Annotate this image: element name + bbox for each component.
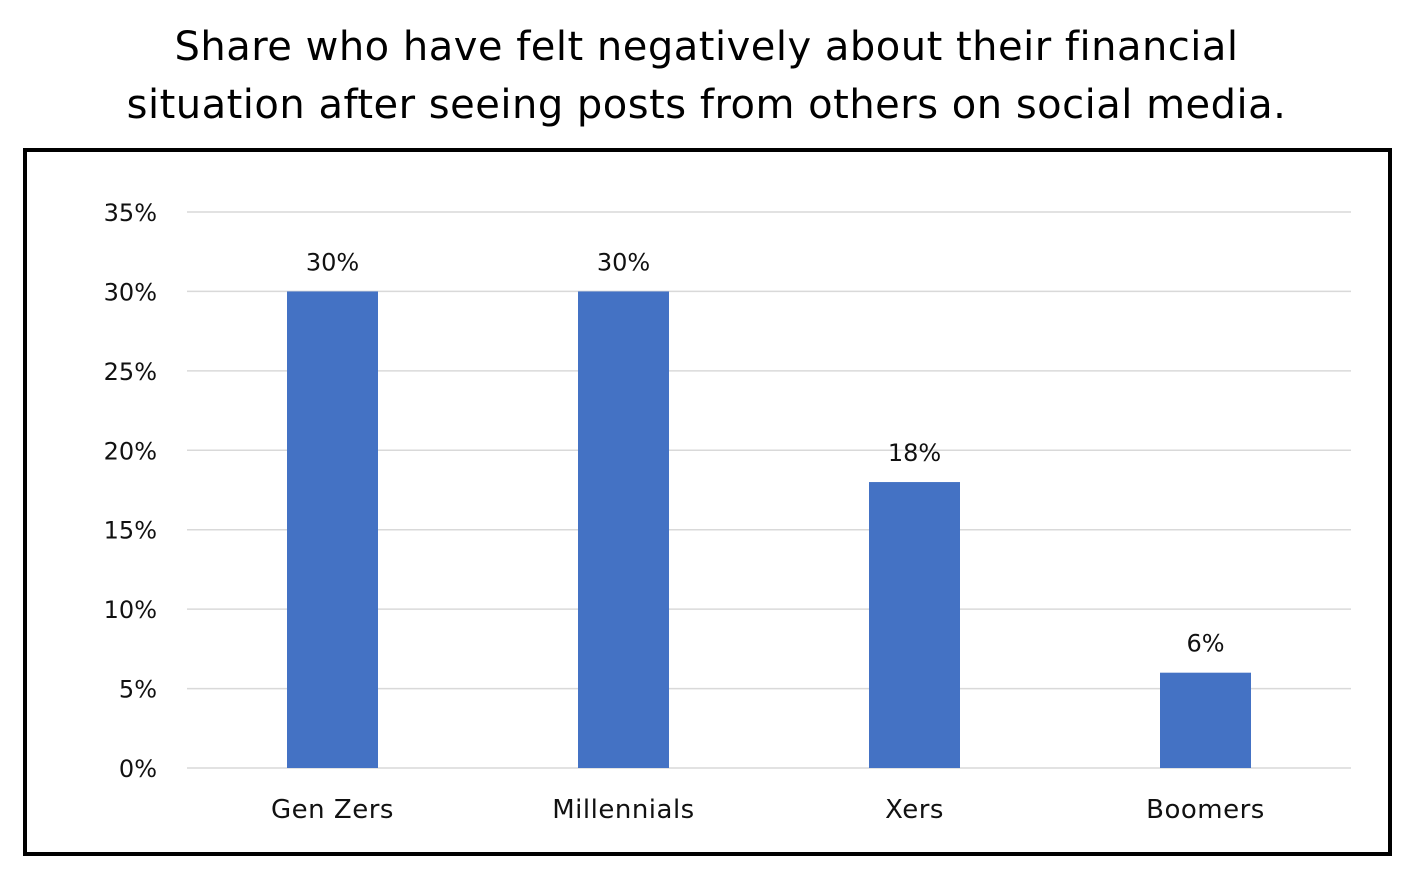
x-category-label: Gen Zers — [271, 795, 394, 825]
y-tick-label: 5% — [119, 676, 157, 704]
bar-data-label: 18% — [888, 439, 941, 467]
x-category-label: Millennials — [552, 795, 694, 825]
y-tick-label: 30% — [104, 278, 157, 306]
chart-title-line-2: situation after seeing posts from others… — [126, 82, 1287, 128]
x-category-label: Boomers — [1146, 795, 1265, 825]
y-tick-label: 35% — [104, 199, 157, 227]
y-tick-label: 0% — [119, 755, 157, 783]
chart-title: Share who have felt negatively about the… — [0, 18, 1413, 134]
y-tick-label: 20% — [104, 437, 157, 465]
bar-data-label: 30% — [306, 248, 359, 276]
bar — [1160, 672, 1251, 768]
x-category-label: Xers — [885, 795, 944, 825]
y-tick-label: 25% — [104, 358, 157, 386]
chart-title-line-1: Share who have felt negatively about the… — [174, 24, 1239, 70]
bar — [578, 291, 669, 768]
y-tick-label: 10% — [104, 596, 157, 624]
chart-frame — [23, 148, 1392, 856]
bar — [869, 482, 960, 768]
bar-data-label: 6% — [1186, 630, 1224, 658]
bar-data-label: 30% — [597, 248, 650, 276]
y-tick-label: 15% — [104, 517, 157, 545]
bar — [287, 291, 378, 768]
